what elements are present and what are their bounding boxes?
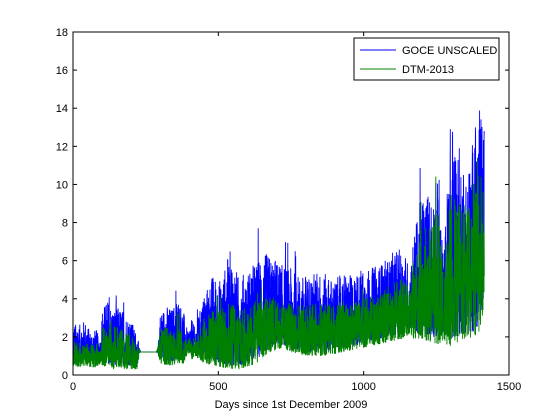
legend-box <box>353 37 500 81</box>
y-tick-label: 18 <box>56 27 68 39</box>
y-tick-label: 14 <box>56 103 68 115</box>
series-layer <box>73 110 485 370</box>
legend: GOCE UNSCALED DTM-2013 <box>353 37 500 81</box>
tick-layer: 0 500 1000 1500 0 2 4 6 8 10 12 14 16 18 <box>56 27 521 393</box>
legend-label-dtm: DTM-2013 <box>402 64 454 76</box>
x-tick-label: 1500 <box>497 381 521 393</box>
series-line-dtm-2013 <box>73 157 485 370</box>
x-axis-label: Days since 1st December 2009 <box>215 399 368 411</box>
y-tick-label: 2 <box>62 332 68 344</box>
x-tick-label: 1000 <box>351 381 375 393</box>
y-tick-label: 6 <box>62 256 68 268</box>
y-tick-label: 10 <box>56 179 68 191</box>
y-tick-label: 8 <box>62 218 68 230</box>
y-tick-label: 0 <box>62 370 68 382</box>
x-tick-label: 0 <box>70 381 76 393</box>
plot-area-frame <box>72 31 510 376</box>
y-tick-label: 16 <box>56 65 68 77</box>
legend-label-goce: GOCE UNSCALED <box>402 45 497 57</box>
y-tick-label: 12 <box>56 141 68 153</box>
y-tick-label: 4 <box>62 294 68 306</box>
x-tick-label: 500 <box>209 381 227 393</box>
